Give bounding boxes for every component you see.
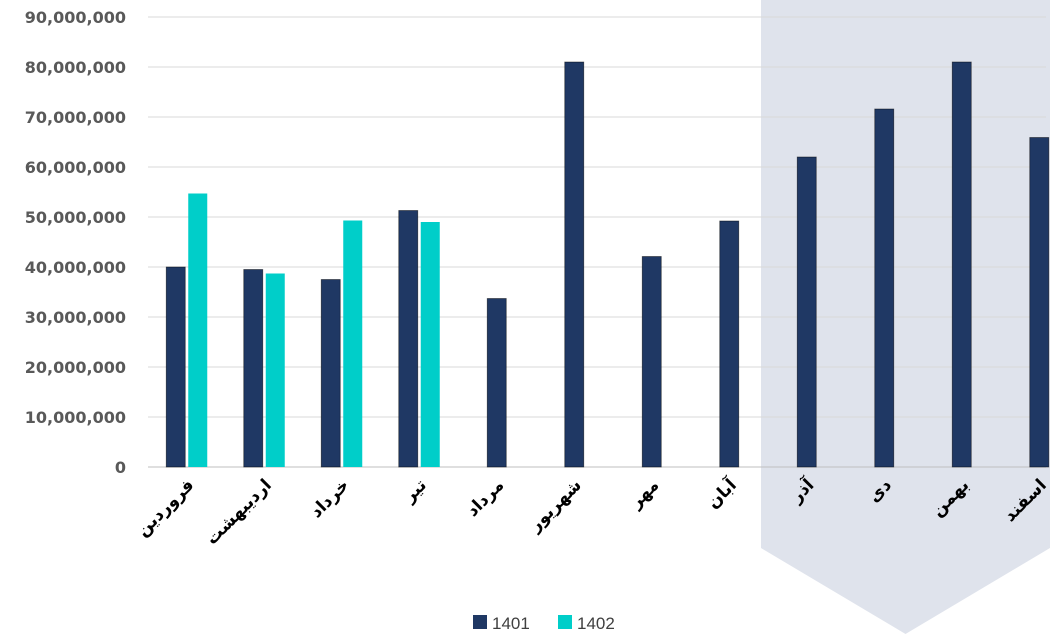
bar-1401 (165, 266, 186, 468)
x-category-label: مهر (626, 475, 664, 513)
y-tick-label: 40,000,000 (25, 258, 126, 277)
y-tick-label: 10,000,000 (25, 408, 126, 427)
y-tick-label: 0 (115, 458, 126, 477)
bar-1401 (796, 156, 817, 468)
legend-swatch-1402 (558, 615, 572, 629)
y-tick-label: 80,000,000 (25, 58, 126, 77)
legend-label-1402: 1402 (577, 614, 615, 633)
bar-1401 (486, 298, 507, 468)
bar-1401 (641, 256, 662, 468)
legend-swatch-1401 (473, 615, 487, 629)
bar-1402 (188, 193, 208, 467)
x-category-label: مرداد (463, 475, 509, 521)
legend-label-1401: 1401 (492, 614, 530, 633)
bar-1401 (564, 61, 585, 468)
bar-1401 (243, 269, 264, 468)
x-category-label: اردیبهشت (202, 475, 276, 549)
bar-1401 (951, 61, 972, 468)
bar-1401 (719, 220, 740, 468)
bar-1402 (420, 222, 440, 467)
y-tick-label: 70,000,000 (25, 108, 126, 127)
x-category-label: شهریور (525, 475, 586, 536)
x-category-label: تیر (399, 475, 431, 507)
bar-1401 (320, 279, 341, 468)
y-tick-label: 50,000,000 (25, 208, 126, 227)
bar-1402 (265, 273, 285, 467)
bar-1401 (398, 210, 419, 468)
y-tick-label: 60,000,000 (25, 158, 126, 177)
x-category-label: فروردین (133, 475, 198, 540)
x-category-label: آبان (702, 473, 742, 513)
y-tick-label: 30,000,000 (25, 308, 126, 327)
bar-1401 (874, 108, 895, 468)
y-tick-label: 20,000,000 (25, 358, 126, 377)
y-tick-label: 90,000,000 (25, 8, 126, 27)
x-category-label: خرداد (307, 475, 354, 522)
bar-1401 (1029, 137, 1050, 468)
bar-1402 (343, 220, 363, 467)
chart-legend: 1401 1402 (473, 614, 615, 633)
